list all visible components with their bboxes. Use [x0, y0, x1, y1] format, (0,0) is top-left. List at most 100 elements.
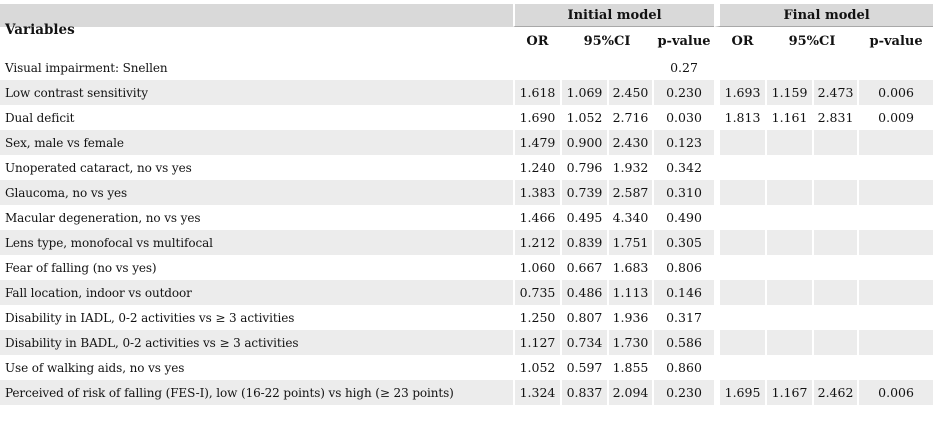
initial-p-cell: 0.586 — [652, 330, 714, 355]
final-or-cell: 1.693 — [714, 80, 765, 105]
initial-ci-high-cell: 2.587 — [607, 180, 652, 205]
initial-ci-low-cell: 0.597 — [560, 355, 607, 380]
final-pvalue-header: p-value — [857, 27, 933, 55]
final-ci-low-cell — [765, 155, 812, 180]
initial-p-cell: 0.146 — [652, 280, 714, 305]
initial-p-cell: 0.317 — [652, 305, 714, 330]
final-ci-header: 95%CI — [765, 27, 858, 55]
final-ci-high-cell — [812, 205, 857, 230]
final-p-cell — [857, 155, 933, 180]
initial-or-cell — [513, 55, 560, 80]
final-or-cell: 1.813 — [714, 105, 765, 130]
table-row: Low contrast sensitivity 1.618 1.069 2.4… — [0, 80, 933, 105]
initial-ci-low-cell: 0.734 — [560, 330, 607, 355]
initial-ci-high-cell: 1.730 — [607, 330, 652, 355]
initial-or-header: OR — [513, 27, 560, 55]
initial-ci-low-cell: 0.837 — [560, 380, 607, 405]
final-p-cell — [857, 55, 933, 80]
table-header: Variables Initial model Final model OR 9… — [0, 4, 933, 55]
final-p-cell — [857, 305, 933, 330]
regression-table: Variables Initial model Final model OR 9… — [0, 4, 933, 405]
initial-ci-low-cell: 0.667 — [560, 255, 607, 280]
initial-or-cell: 0.735 — [513, 280, 560, 305]
final-or-cell — [714, 330, 765, 355]
initial-ci-high-cell: 1.683 — [607, 255, 652, 280]
table-row: Unoperated cataract, no vs yes 1.240 0.7… — [0, 155, 933, 180]
final-ci-low-cell — [765, 355, 812, 380]
initial-p-cell: 0.860 — [652, 355, 714, 380]
initial-ci-low-cell: 0.796 — [560, 155, 607, 180]
table-row: Sex, male vs female 1.479 0.900 2.430 0.… — [0, 130, 933, 155]
final-or-cell — [714, 230, 765, 255]
variable-cell: Disability in BADL, 0-2 activities vs ≥ … — [5, 335, 299, 350]
variable-cell: Visual impairment: Snellen — [5, 60, 168, 75]
variable-cell: Sex, male vs female — [5, 135, 124, 150]
table-body: Visual impairment: Snellen 0.27 Low cont… — [0, 55, 933, 405]
final-p-cell — [857, 130, 933, 155]
group-header-row: Variables Initial model Final model — [0, 4, 933, 55]
initial-or-cell: 1.240 — [513, 155, 560, 180]
final-ci-low-cell — [765, 255, 812, 280]
initial-p-cell: 0.490 — [652, 205, 714, 230]
final-ci-high-cell — [812, 55, 857, 80]
initial-p-cell: 0.310 — [652, 180, 714, 205]
initial-p-cell: 0.230 — [652, 380, 714, 405]
variables-column-header: Variables — [0, 4, 513, 55]
initial-or-cell: 1.383 — [513, 180, 560, 205]
sub-header-row: OR 95%CI p-value OR 95%CI p-value — [0, 27, 933, 55]
variable-cell: Low contrast sensitivity — [5, 85, 148, 100]
final-model-group-header: Final model — [714, 4, 933, 27]
initial-ci-low-cell: 0.807 — [560, 305, 607, 330]
initial-ci-low-cell: 1.069 — [560, 80, 607, 105]
final-or-cell — [714, 205, 765, 230]
final-ci-low-cell — [765, 205, 812, 230]
initial-ci-high-cell: 4.340 — [607, 205, 652, 230]
initial-model-group-header: Initial model — [513, 4, 715, 27]
final-p-cell — [857, 330, 933, 355]
initial-or-cell: 1.690 — [513, 105, 560, 130]
initial-ci-low-cell: 0.900 — [560, 130, 607, 155]
variable-cell: Lens type, monofocal vs multifocal — [5, 235, 213, 250]
table-row: Perceived of risk of falling (FES-I), lo… — [0, 380, 933, 405]
final-or-cell — [714, 55, 765, 80]
initial-ci-low-cell — [560, 55, 607, 80]
final-p-cell — [857, 205, 933, 230]
final-p-cell — [857, 355, 933, 380]
initial-p-cell: 0.806 — [652, 255, 714, 280]
final-p-cell — [857, 280, 933, 305]
final-ci-low-cell: 1.159 — [765, 80, 812, 105]
final-or-cell — [714, 180, 765, 205]
final-or-header: OR — [714, 27, 766, 55]
initial-ci-high-cell: 2.094 — [607, 380, 652, 405]
variable-cell: Fear of falling (no vs yes) — [5, 260, 157, 275]
final-ci-high-cell: 2.473 — [812, 80, 857, 105]
initial-ci-high-cell: 1.113 — [607, 280, 652, 305]
table-row: Fall location, indoor vs outdoor 0.735 0… — [0, 280, 933, 305]
final-or-cell: 1.695 — [714, 380, 765, 405]
final-p-cell: 0.009 — [857, 105, 933, 130]
final-ci-high-cell: 2.831 — [812, 105, 857, 130]
final-ci-high-cell — [812, 155, 857, 180]
final-ci-high-cell — [812, 230, 857, 255]
final-ci-low-cell — [765, 55, 812, 80]
initial-ci-high-cell: 1.751 — [607, 230, 652, 255]
final-p-cell — [857, 230, 933, 255]
initial-ci-low-cell: 0.495 — [560, 205, 607, 230]
initial-or-cell: 1.250 — [513, 305, 560, 330]
initial-ci-low-cell: 0.739 — [560, 180, 607, 205]
variable-cell: Glaucoma, no vs yes — [5, 185, 128, 200]
final-p-cell: 0.006 — [857, 380, 933, 405]
initial-ci-high-cell: 1.932 — [607, 155, 652, 180]
final-ci-high-cell — [812, 180, 857, 205]
final-ci-low-cell — [765, 305, 812, 330]
initial-or-cell: 1.479 — [513, 130, 560, 155]
initial-ci-high-cell: 2.716 — [607, 105, 652, 130]
final-ci-low-cell — [765, 330, 812, 355]
initial-or-cell: 1.127 — [513, 330, 560, 355]
variable-cell: Unoperated cataract, no vs yes — [5, 160, 192, 175]
initial-or-cell: 1.212 — [513, 230, 560, 255]
final-ci-low-cell — [765, 130, 812, 155]
initial-ci-high-cell: 1.855 — [607, 355, 652, 380]
final-ci-low-cell: 1.167 — [765, 380, 812, 405]
final-ci-high-cell: 2.462 — [812, 380, 857, 405]
